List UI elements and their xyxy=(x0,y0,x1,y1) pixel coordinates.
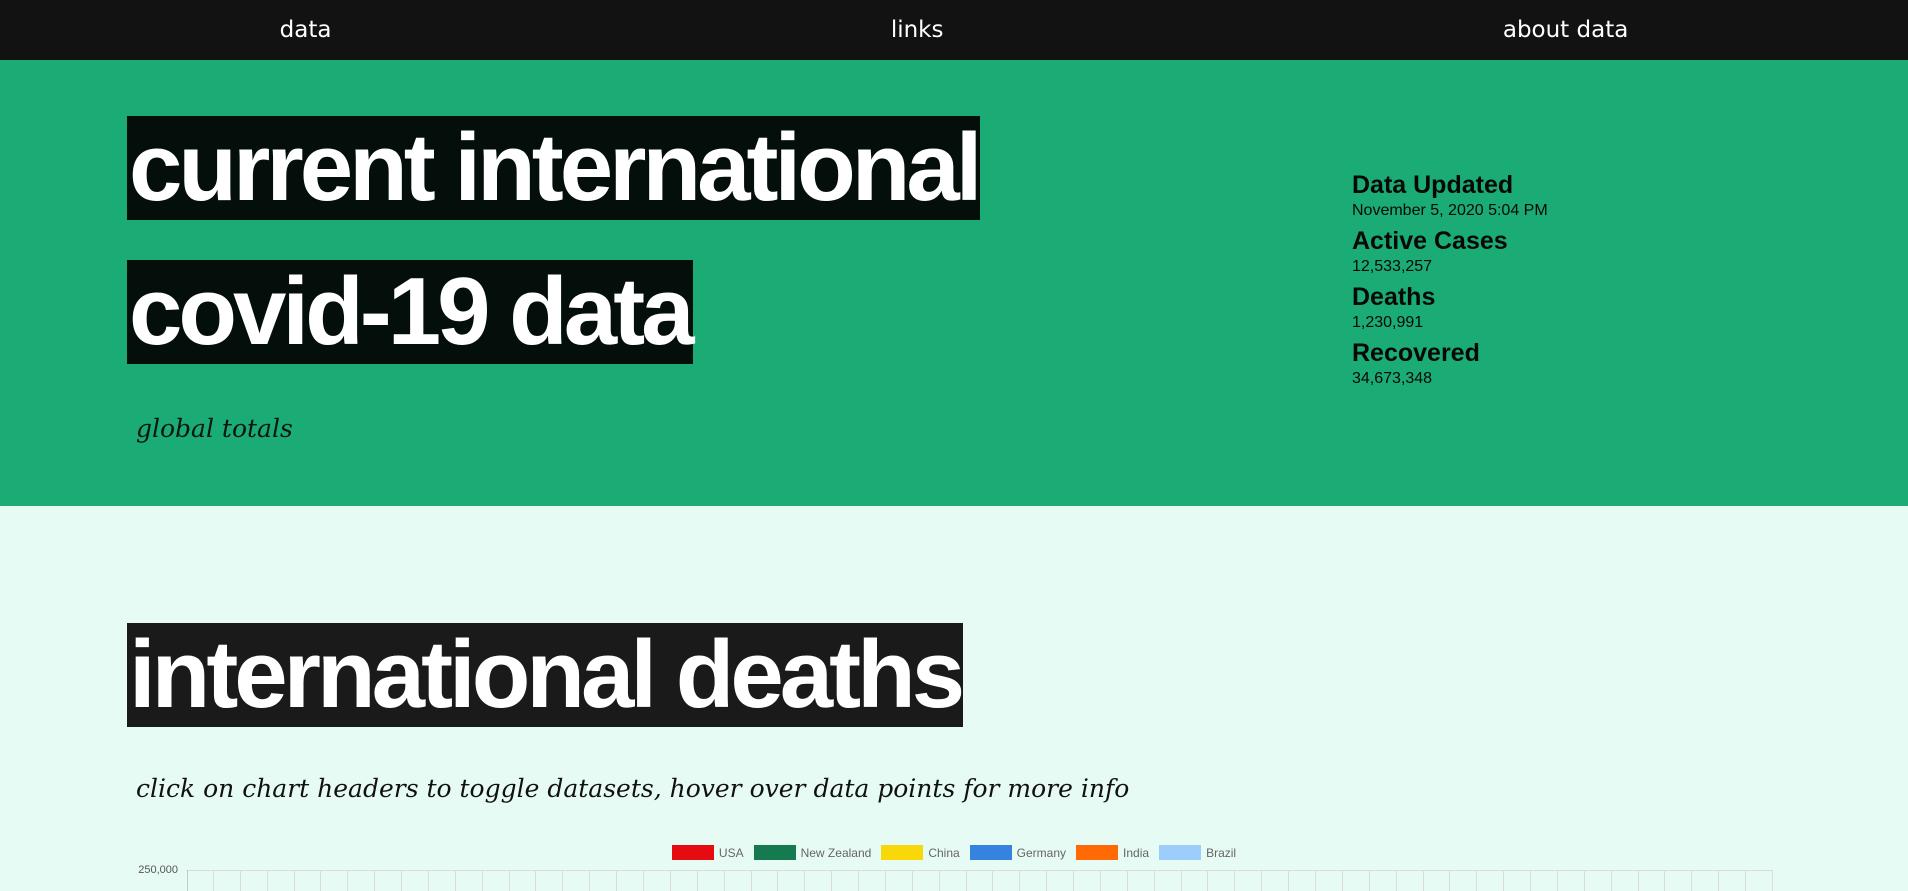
recovered-value: 34,673,348 xyxy=(1352,370,1433,387)
recovered-label: Recovered xyxy=(1352,339,1480,367)
nav-link-data[interactable]: data xyxy=(279,17,332,43)
nav-link-about-data[interactable]: about data xyxy=(1502,17,1629,43)
legend-item-india[interactable]: India xyxy=(1076,845,1149,860)
chart-instructions: click on chart headers to toggle dataset… xyxy=(136,774,1130,803)
legend-item-china[interactable]: China xyxy=(881,845,960,860)
active-cases-label: Active Cases xyxy=(1352,227,1508,255)
hero-title-line-2: covid-19 data xyxy=(127,258,695,365)
legend-label-germany: Germany xyxy=(1016,845,1067,860)
legend-item-germany[interactable]: Germany xyxy=(969,845,1067,860)
legend-item-usa[interactable]: USA xyxy=(671,845,744,860)
data-updated-label: Data Updated xyxy=(1352,171,1514,199)
legend-item-new-zealand[interactable]: New Zealand xyxy=(753,845,872,860)
data-updated-value: November 5, 2020 5:04 PM xyxy=(1352,202,1548,219)
legend-label-india: India xyxy=(1123,845,1150,860)
legend-swatch-germany xyxy=(969,845,1012,860)
global-stats-panel: Data Updated November 5, 2020 5:04 PM Ac… xyxy=(1352,170,1548,394)
legend-label-new-zealand: New Zealand xyxy=(800,845,872,860)
y-axis-tick-label: 250,000 xyxy=(138,864,178,876)
chart-legend: USA New Zealand China Germany India Braz… xyxy=(0,845,1908,860)
legend-swatch-new-zealand xyxy=(753,845,796,860)
deaths-label: Deaths xyxy=(1352,283,1436,311)
legend-label-brazil: Brazil xyxy=(1206,845,1237,860)
legend-label-usa: USA xyxy=(718,845,744,860)
legend-label-china: China xyxy=(928,845,960,860)
legend-swatch-china xyxy=(881,845,924,860)
deaths-value: 1,230,991 xyxy=(1352,314,1424,331)
hero-title-line-1: current international xyxy=(127,114,982,221)
chart-grid xyxy=(187,870,1773,891)
hero-subtitle: global totals xyxy=(136,414,293,443)
active-cases-value: 12,533,257 xyxy=(1352,258,1433,275)
legend-item-brazil[interactable]: Brazil xyxy=(1159,845,1236,860)
top-nav: data links about data xyxy=(0,0,1908,60)
deaths-section-title: international deaths xyxy=(127,621,965,728)
legend-swatch-usa xyxy=(671,845,714,860)
legend-swatch-brazil xyxy=(1159,845,1202,860)
legend-swatch-india xyxy=(1076,845,1119,860)
nav-link-links[interactable]: links xyxy=(890,17,944,43)
deaths-section: international deaths click on chart head… xyxy=(0,506,1908,891)
hero-section: current international covid-19 data glob… xyxy=(0,60,1908,506)
